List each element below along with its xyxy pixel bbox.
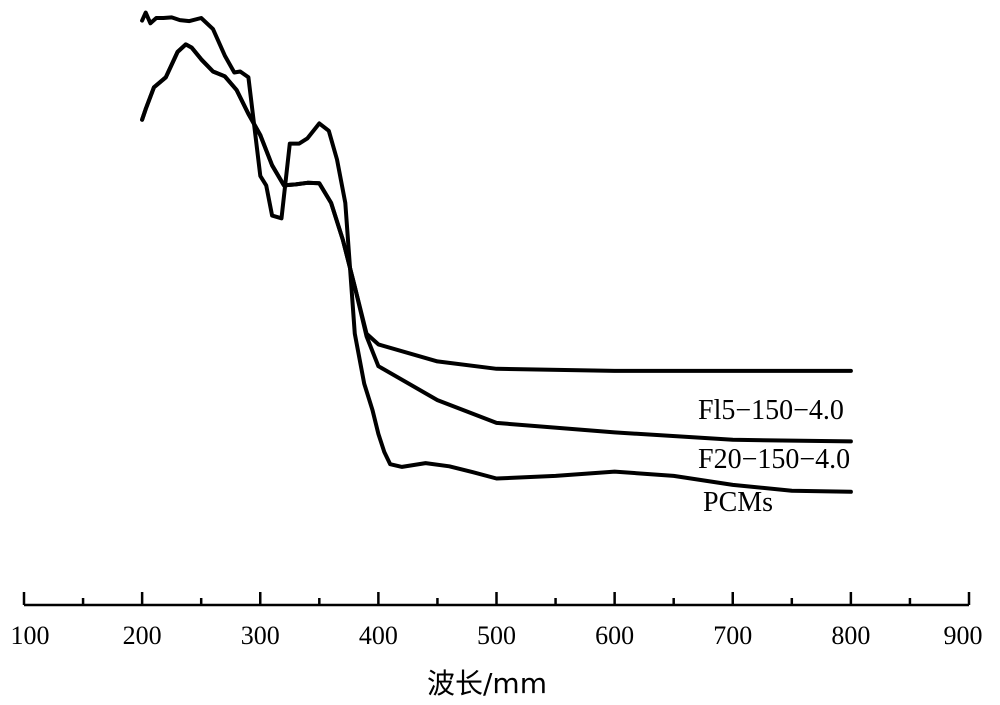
x-axis-title: 波长/mm — [427, 667, 547, 700]
series-line-0 — [140, 10, 853, 494]
series-labels: Fl5−150−4.0 F20−150−4.0 PCMs — [698, 395, 850, 518]
x-tick-label: 700 — [713, 621, 752, 650]
x-tick-label: 600 — [595, 621, 634, 650]
x-tick-label: 300 — [241, 621, 280, 650]
series-label-f15: Fl5−150−4.0 — [698, 395, 844, 426]
x-tick-label: 800 — [831, 621, 870, 650]
x-tick-label: 900 — [944, 621, 983, 650]
x-ticks — [22, 592, 971, 605]
series-label-pcms: PCMs — [703, 487, 773, 518]
x-tick-label: 400 — [359, 621, 398, 650]
x-tick-label: 200 — [123, 621, 162, 650]
x-tick-labels: 100 200 300 400 500 600 700 800 900 — [11, 621, 983, 650]
x-tick-label: 500 — [477, 621, 516, 650]
series-line-2 — [140, 42, 853, 444]
series-label-f20: F20−150−4.0 — [698, 444, 850, 475]
series-layer — [140, 10, 853, 494]
x-axis: 100 200 300 400 500 600 700 800 900 — [11, 592, 983, 650]
x-tick-label: 100 — [11, 621, 50, 650]
